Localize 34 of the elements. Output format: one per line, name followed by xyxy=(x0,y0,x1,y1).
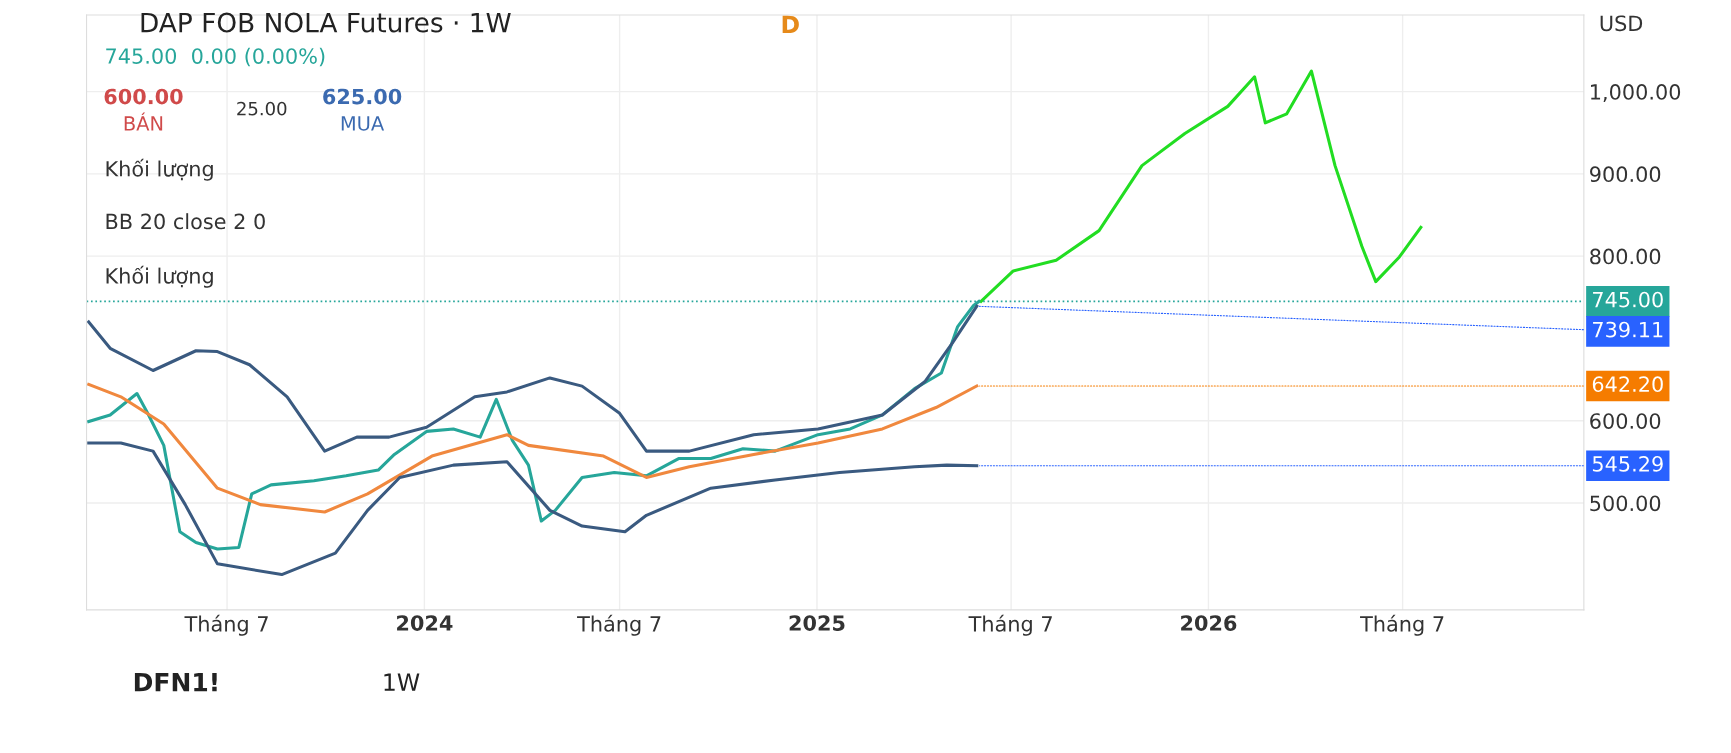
x-tick-label: Tháng 7 xyxy=(577,614,661,636)
annotation: BB 20 close 2 0 xyxy=(106,213,265,230)
line-series xyxy=(979,69,1423,303)
annotation: 739.11 xyxy=(1593,321,1663,338)
y-tick-label: 600.00 xyxy=(1590,413,1661,429)
x-tick-label: Tháng 7 xyxy=(184,614,268,636)
annotation: Khối lượng xyxy=(106,265,213,288)
annotation: 600.00 xyxy=(104,88,183,105)
x-tick-label: 2024 xyxy=(397,615,453,631)
text: 1W xyxy=(384,673,420,691)
annotation: Khối lượng xyxy=(106,158,213,181)
line-series xyxy=(87,304,979,453)
text: USD xyxy=(1600,15,1643,32)
x-tick-label: Tháng 7 xyxy=(1360,614,1444,636)
ref-line-label: 745.00 xyxy=(1593,291,1663,308)
y-tick-label: 800.00 xyxy=(1590,248,1661,265)
x-tick-label: Tháng 7 xyxy=(968,614,1052,636)
annotation: 625.00 xyxy=(323,88,402,105)
y-tick-label: 500.00 xyxy=(1590,495,1661,512)
annotation: 642.20 xyxy=(1592,376,1663,393)
y-tick-label: 900.00 xyxy=(1590,166,1661,183)
annotation: D xyxy=(782,15,799,33)
line-series xyxy=(87,382,979,514)
annotation: 25.00 xyxy=(237,101,287,116)
annotation: MUA xyxy=(341,116,385,131)
x-tick-label: 2025 xyxy=(789,615,845,631)
line-series xyxy=(87,441,979,577)
x-tick-label: 2026 xyxy=(1181,615,1237,631)
chart-title: DAP FOB NOLA Futures · 1W xyxy=(141,12,511,33)
annotation: BÁN xyxy=(124,112,163,131)
y-tick-label: 1,000.00 xyxy=(1591,84,1681,102)
text: 745.00 0.00 (0.00%) xyxy=(106,47,325,67)
annotation: 545.29 xyxy=(1592,455,1663,472)
text: DFN1! xyxy=(134,672,217,692)
